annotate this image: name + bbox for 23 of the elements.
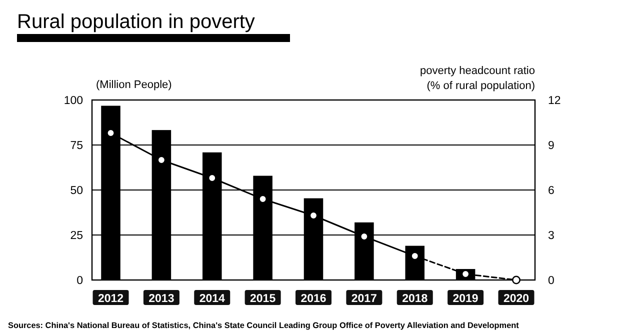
x-tick-label: 2012 [98,293,124,305]
x-tick-label: 2015 [250,293,276,305]
y2-axis-title: poverty headcount ratio (% of rural population) [420,65,535,92]
x-tick-label: 2017 [351,293,377,305]
y2-tick-label: 12 [548,95,561,107]
x-tick-label: 2014 [199,293,226,305]
y-tick-label: 75 [70,140,83,152]
y-tick-label: 50 [70,185,83,197]
source-note: Sources: China's National Bureau of Statistics, China's State Council Leading Group Office of Poverty Alleviation and Development [8,321,520,330]
y-axis-title: (Million People) [96,79,172,91]
y2-tick-label: 3 [548,230,554,242]
y2-tick-label: 9 [548,140,554,152]
x-tick-label: 2019 [452,293,478,305]
y-tick-label: 25 [70,230,83,242]
x-tick-label: 2018 [402,293,428,305]
y2-tick-label: 0 [548,275,554,287]
y2-tick-label: 6 [548,185,554,197]
x-tick-label: 2016 [300,293,326,305]
y-tick-label: 100 [64,95,83,107]
x-tick-label: 2020 [503,293,530,305]
y-tick-label: 0 [76,275,83,287]
x-tick-label: 2013 [148,293,174,305]
chart-title: Rural population in poverty [17,11,255,33]
